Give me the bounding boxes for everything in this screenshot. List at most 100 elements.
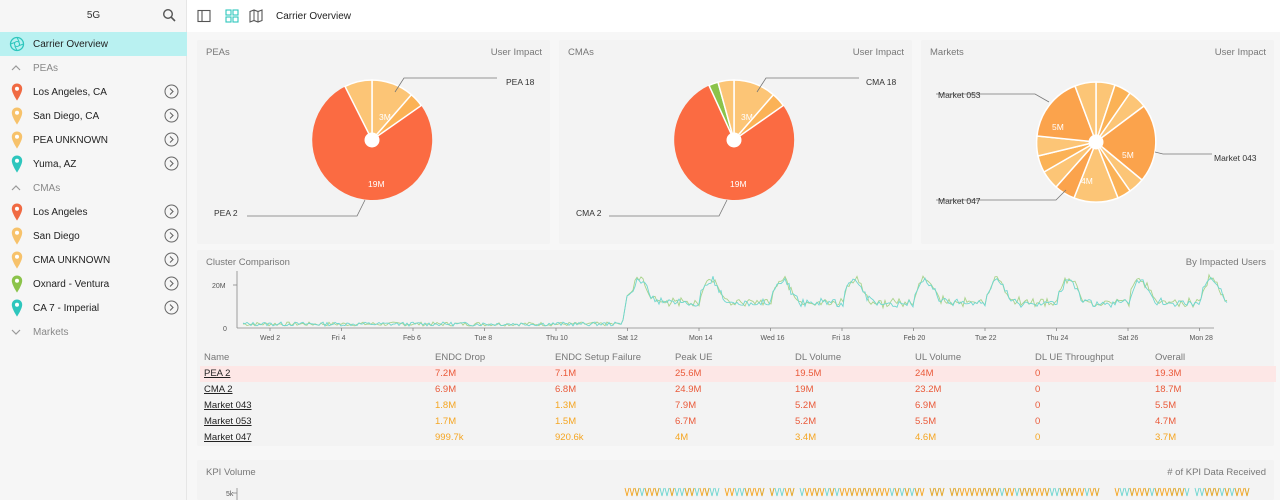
sidebar-item-san-diego[interactable]: San Diego	[0, 224, 187, 248]
kpi-series-orange	[624, 487, 1250, 497]
sidebar-item-ca7-imperial[interactable]: CA 7 - Imperial	[0, 296, 187, 320]
table-cell: 5.2M	[795, 416, 817, 427]
chevron-right-circle-icon[interactable]	[164, 108, 179, 123]
column-header[interactable]: Peak UE	[675, 352, 713, 363]
chevron-right-circle-icon[interactable]	[164, 300, 179, 315]
pie-callout-label: CMA 2	[576, 208, 602, 218]
map-pin-icon	[11, 275, 23, 293]
grid-view-icon[interactable]	[225, 9, 239, 23]
row-name-link[interactable]: PEA 2	[204, 368, 231, 379]
sidebar-toggle-icon[interactable]	[197, 9, 211, 23]
pie-callout-label: Market 053	[938, 90, 981, 100]
pie-callout-label: PEA 18	[506, 77, 535, 87]
table-cell: 6.8M	[555, 384, 577, 395]
table-cell: 6.9M	[435, 384, 457, 395]
table-row[interactable]: PEA 2 7.2M 7.1M 25.6M 19.5M 24M 0 19.3M	[200, 366, 1276, 382]
sidebar-group-peas[interactable]: PEAs	[0, 56, 187, 80]
markets-pie-chart[interactable]: 5M 5M 4M Market 053 Market 043 Market 04…	[921, 40, 1274, 244]
cluster-comparison-chart[interactable]: 20M 0 Wed 2 Fri 4 Feb 6 Tue 8 Thu 10 Sat 12 Mo…	[197, 250, 1274, 350]
x-tick-label: Fri 18	[832, 335, 850, 342]
table-cell: 23.2M	[915, 384, 942, 395]
row-name-link[interactable]: Market 047	[204, 432, 252, 443]
row-name-link[interactable]: Market 053	[204, 416, 252, 427]
column-header[interactable]: Overall	[1155, 352, 1186, 363]
column-header[interactable]: DL UE Throughput	[1035, 352, 1114, 363]
pie-slice-small	[733, 93, 785, 141]
cluster-comparison-card: Cluster Comparison By Impacted Users 20M…	[197, 250, 1274, 446]
column-header[interactable]: Name	[204, 352, 230, 363]
chevron-right-circle-icon[interactable]	[164, 276, 179, 291]
chevron-up-icon	[11, 65, 21, 71]
x-tick-label: Mon 28	[1190, 335, 1213, 342]
x-tick-label: Tue 8	[475, 335, 493, 342]
x-tick-label: Sat 12	[618, 335, 638, 342]
map-pin-icon	[11, 83, 23, 101]
chevron-down-icon	[11, 329, 21, 335]
table-cell: 7.9M	[675, 400, 697, 411]
chevron-right-circle-icon[interactable]	[164, 156, 179, 171]
chevron-right-circle-icon[interactable]	[164, 84, 179, 99]
map-view-icon[interactable]	[249, 9, 263, 23]
sidebar-item-pea-unknown[interactable]: PEA UNKNOWN	[0, 128, 187, 152]
sidebar-item-label: Los Angeles	[33, 207, 88, 218]
pie-value-label: 19M	[368, 179, 385, 189]
table-cell: 4M	[675, 432, 689, 443]
sidebar-item-los-angeles-ca[interactable]: Los Angeles, CA	[0, 80, 187, 104]
card-title: CMAs	[568, 47, 594, 58]
column-header[interactable]: UL Volume	[915, 352, 962, 363]
x-tick-label: Tue 22	[975, 335, 997, 342]
column-header[interactable]: ENDC Setup Failure	[555, 352, 642, 363]
sidebar-item-los-angeles[interactable]: Los Angeles	[0, 200, 187, 224]
chevron-right-circle-icon[interactable]	[164, 132, 179, 147]
table-cell: 5.5M	[915, 416, 937, 427]
sidebar-item-cma-unknown[interactable]: CMA UNKNOWN	[0, 248, 187, 272]
table-cell: 0	[1035, 368, 1041, 379]
x-tick-label: Feb 6	[403, 335, 421, 342]
table-cell: 19.3M	[1155, 368, 1182, 379]
table-row[interactable]: Market 043 1.8M 1.3M 7.9M 5.2M 6.9M 0 5.5M	[200, 398, 1276, 414]
x-tick-label: Fri 4	[332, 335, 346, 342]
row-name-link[interactable]: Market 043	[204, 400, 252, 411]
table-cell: 19.5M	[795, 368, 822, 379]
search-icon[interactable]	[162, 8, 176, 22]
table-cell: 1.8M	[435, 400, 457, 411]
column-header[interactable]: DL Volume	[795, 352, 842, 363]
table-cell: 3.7M	[1155, 432, 1177, 443]
sidebar-item-san-diego-ca[interactable]: San Diego, CA	[0, 104, 187, 128]
sidebar-header: 5G	[0, 0, 186, 32]
sidebar-item-carrier-overview[interactable]: Carrier Overview	[0, 32, 187, 56]
chevron-right-circle-icon[interactable]	[164, 204, 179, 219]
chevron-up-icon	[11, 185, 21, 191]
sidebar-item-label: PEA UNKNOWN	[33, 135, 109, 146]
aperture-icon	[9, 36, 25, 52]
sidebar-item-label: Yuma, AZ	[33, 159, 77, 170]
table-cell: 0	[1035, 400, 1041, 411]
y-tick-label: 5k	[226, 491, 234, 498]
cmas-pie-chart[interactable]: 19M 3M CMA 18 CMA 2	[559, 40, 912, 244]
peas-pie-chart[interactable]: 19M 3M PEA 18 PEA 2	[197, 40, 550, 244]
chevron-right-circle-icon[interactable]	[164, 228, 179, 243]
column-header[interactable]: ENDC Drop	[435, 352, 486, 363]
sidebar-item-label: Los Angeles, CA	[33, 87, 107, 98]
sidebar-item-yuma-az[interactable]: Yuma, AZ	[0, 152, 187, 176]
sidebar-group-cmas[interactable]: CMAs	[0, 176, 187, 200]
map-pin-icon	[11, 107, 23, 125]
pie-value-label: 3M	[741, 112, 753, 122]
table-row[interactable]: CMA 2 6.9M 6.8M 24.9M 19M 23.2M 0 18.7M	[200, 382, 1276, 398]
kpi-volume-chart[interactable]: 5k	[197, 460, 1274, 500]
table-cell: 6.7M	[675, 416, 697, 427]
sidebar-group-label: Markets	[33, 327, 69, 338]
sidebar-item-oxnard-ventura[interactable]: Oxnard - Ventura	[0, 272, 187, 296]
pie-slice	[1074, 81, 1097, 143]
pie-slice-small	[371, 93, 423, 141]
sidebar-item-label: CA 7 - Imperial	[33, 303, 100, 314]
chevron-right-circle-icon[interactable]	[164, 252, 179, 267]
table-cell: 18.7M	[1155, 384, 1182, 395]
table-row[interactable]: Market 047 999.7k 920.6k 4M 3.4M 4.6M 0 3.7M	[200, 430, 1276, 446]
table-row[interactable]: Market 053 1.7M 1.5M 6.7M 5.2M 5.5M 0 4.7M	[200, 414, 1276, 430]
sidebar-group-markets[interactable]: Markets	[0, 320, 187, 344]
x-tick-label: Feb 20	[904, 335, 926, 342]
card-title: Cluster Comparison	[206, 257, 290, 268]
row-name-link[interactable]: CMA 2	[204, 384, 233, 395]
table-cell: 4.7M	[1155, 416, 1177, 427]
